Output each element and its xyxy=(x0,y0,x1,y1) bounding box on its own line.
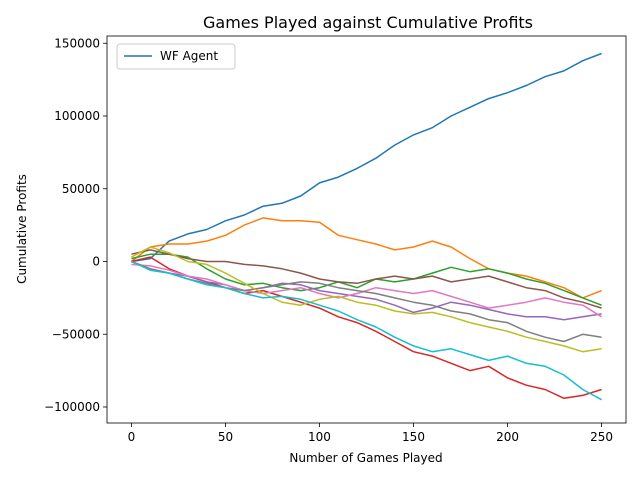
y-axis-label: Cumulative Profits xyxy=(15,174,29,284)
series-line-9 xyxy=(131,260,602,401)
series-line-6 xyxy=(131,263,602,318)
x-axis-label: Number of Games Played xyxy=(289,451,442,465)
series-line-5 xyxy=(131,249,602,309)
series-line-2 xyxy=(131,253,602,306)
series-line-4 xyxy=(131,260,602,321)
series-line-1 xyxy=(130,217,602,299)
y-tick-label: −100000 xyxy=(44,400,100,414)
series-line-7 xyxy=(131,260,602,343)
chart-title: Games Played against Cumulative Profits xyxy=(203,13,533,32)
legend: WF Agent xyxy=(116,43,236,70)
series-layer xyxy=(130,52,602,401)
x-axis: 0 50 100 150 200 250 xyxy=(128,423,613,444)
x-tick-label: 100 xyxy=(308,430,331,444)
x-tick-label: 250 xyxy=(590,430,613,444)
legend-label-wf-agent: WF Agent xyxy=(160,49,218,63)
x-tick-label: 50 xyxy=(218,430,233,444)
series-line-wf-agent xyxy=(131,52,602,263)
series-line-8 xyxy=(131,246,602,353)
legend-box xyxy=(116,43,236,70)
x-tick-label: 150 xyxy=(402,430,425,444)
x-tick-label: 200 xyxy=(496,430,519,444)
y-tick-label: 150000 xyxy=(54,36,100,50)
y-tick-label: 50000 xyxy=(62,182,100,196)
plot-area xyxy=(107,36,626,423)
y-tick-label: 100000 xyxy=(54,109,100,123)
x-tick-label: 0 xyxy=(128,430,136,444)
plot-frame xyxy=(106,35,627,424)
y-tick-label: 0 xyxy=(92,255,100,269)
y-axis: −100000 −50000 0 50000 100000 150000 xyxy=(44,36,107,414)
y-tick-label: −50000 xyxy=(52,327,100,341)
